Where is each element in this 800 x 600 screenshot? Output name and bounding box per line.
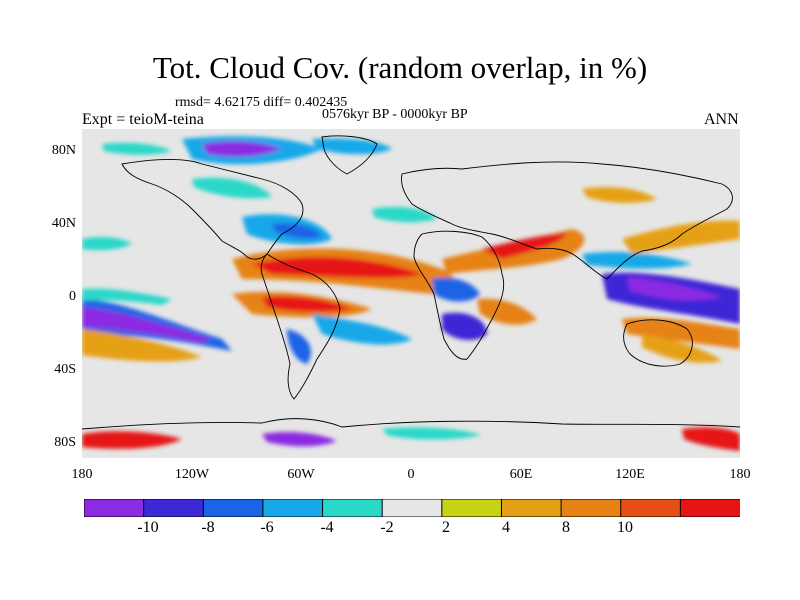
anomaly-patch — [192, 177, 272, 199]
colorbar-label: 10 — [617, 519, 633, 536]
colorbar-label: -6 — [260, 519, 274, 536]
anomaly-patch — [582, 252, 692, 269]
anomaly-patch — [262, 296, 352, 312]
colorbar-label: 2 — [442, 519, 450, 536]
colorbar-label: -4 — [320, 519, 334, 536]
colorbar-label: 4 — [502, 519, 510, 536]
coastlines — [82, 135, 740, 430]
coastline — [401, 161, 733, 280]
anomaly-patch — [262, 431, 337, 447]
cloud-anomaly-map — [82, 129, 740, 458]
coastline — [623, 319, 693, 367]
lon-tick: 60W — [287, 467, 315, 482]
colorbar-label: -8 — [201, 519, 215, 536]
season-label: ANN — [704, 111, 739, 128]
colorbar-label: -2 — [380, 519, 394, 536]
colorbar-label: 8 — [562, 519, 570, 536]
colorbar-segment — [84, 499, 145, 517]
anomaly-patch — [482, 233, 567, 259]
colorbar-segment — [441, 499, 503, 517]
anomaly-patch — [372, 207, 437, 223]
anomaly-patch — [82, 307, 212, 343]
lat-tick: 0 — [69, 289, 76, 304]
colorbar-segment — [620, 499, 682, 517]
lon-tick: 120W — [174, 467, 210, 482]
anomaly-patch — [312, 138, 392, 155]
anomaly-patch — [432, 277, 480, 302]
coastline — [82, 418, 740, 430]
experiment-label: Expt = teioM-teina — [82, 111, 204, 128]
lon-tick: 60E — [509, 467, 533, 482]
anomaly-patch — [622, 317, 740, 349]
anomaly-patch — [82, 431, 182, 449]
colorbar-label: -10 — [137, 519, 159, 536]
colorbar-segment — [381, 499, 443, 517]
colorbar — [84, 499, 740, 517]
statistics-label: rmsd= 4.62175 diff= 0.402435 — [175, 95, 348, 110]
lat-tick: 40S — [54, 362, 76, 377]
anomaly-patch — [82, 288, 172, 305]
anomaly-patch — [202, 141, 282, 157]
anomaly-patch — [252, 256, 422, 278]
coastline — [413, 230, 505, 360]
lat-tick: 80S — [54, 435, 76, 450]
anomaly-patch — [582, 187, 657, 203]
anomaly-patch — [382, 427, 482, 440]
anomaly-patch — [287, 329, 311, 364]
anomaly-patch — [682, 427, 740, 451]
colorbar-segment — [262, 499, 324, 517]
coastline — [321, 135, 378, 175]
anomaly-patch — [442, 312, 487, 341]
colorbar-segment — [143, 499, 205, 517]
lon-tick: 120E — [615, 467, 645, 482]
lon-tick: 0 — [407, 467, 415, 482]
colorbar-segment — [560, 499, 622, 517]
anomaly-patch — [82, 236, 132, 251]
anomaly-patch — [272, 223, 322, 239]
colorbar-segment — [679, 499, 740, 517]
lat-tick: 80N — [51, 143, 76, 158]
colorbar-segment — [202, 499, 264, 517]
anomaly-patch — [82, 329, 202, 362]
period-label: 0576kyr BP - 0000kyr BP — [322, 107, 468, 122]
map-title: Tot. Cloud Cov. (random overlap, in %) — [152, 50, 648, 85]
colorbar-segment — [322, 499, 384, 517]
lon-tick: 180 — [729, 467, 751, 482]
lat-tick: 40N — [51, 216, 76, 231]
colorbar-segment — [500, 499, 563, 517]
anomaly-patch — [622, 220, 740, 254]
anomaly-patch — [642, 334, 722, 363]
lon-tick: 180 — [71, 467, 93, 482]
anomaly-patch — [102, 142, 172, 155]
coastline — [260, 253, 341, 400]
anomaly-field — [82, 136, 740, 451]
anomaly-patch — [627, 277, 722, 301]
